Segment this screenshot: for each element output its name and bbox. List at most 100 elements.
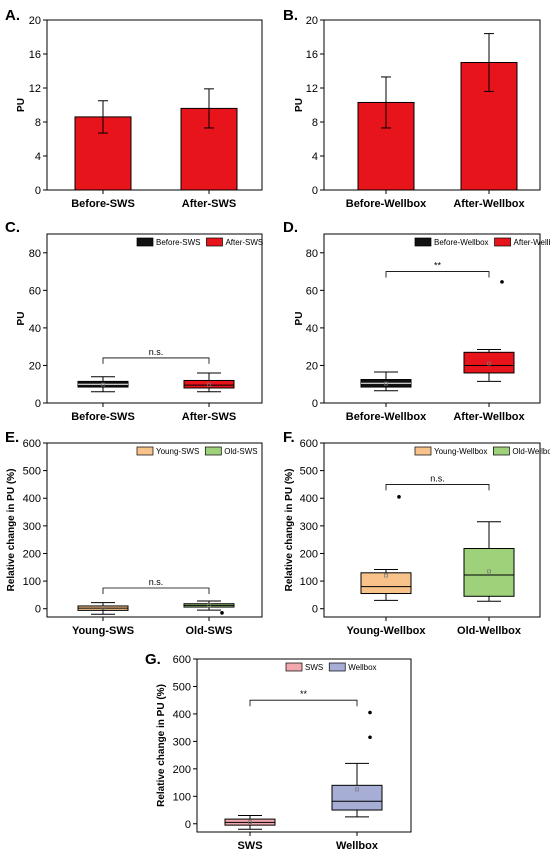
panel-e-legend-label: Young-SWS (156, 447, 199, 456)
panel-g-significance-bracket (249, 699, 358, 707)
panel-g-legend-label: SWS (305, 663, 323, 672)
panel-e-ytick-label: 500 (23, 466, 41, 478)
panel-c-legend-label: After-SWS (225, 238, 263, 247)
panel-f-ylabel: Relative change in PU (%) (284, 469, 295, 592)
panel-e-ytick-label: 300 (23, 521, 41, 533)
panel-c-significance-bracket (102, 357, 210, 364)
panel-b-xtick-label: Before-Wellbox (346, 198, 427, 210)
panel-c-mean (207, 383, 211, 387)
panel-g-ytick-label: 300 (173, 736, 191, 748)
panel-g-ytick-label: 500 (173, 681, 191, 693)
panel-d-xtick-label: Before-Wellbox (346, 411, 427, 423)
panel-c-ylabel: PU (16, 312, 27, 326)
panel-d-legend-label: After-Wellbox (514, 238, 550, 247)
panel-b-ytick-label: 12 (306, 83, 318, 95)
panel-d-box (463, 351, 515, 374)
panel-e-legend-swatch (136, 446, 154, 456)
panel-e-significance-bracket (102, 587, 210, 594)
panel-a-ytick-label: 20 (29, 15, 41, 27)
panel-f-legend-swatch (414, 446, 432, 456)
panel-b-ytick-label: 4 (312, 151, 318, 163)
panel-a-ytick-label: 4 (35, 151, 41, 163)
panel-g-ytick-label: 600 (173, 654, 191, 666)
panel-c-label: C. (5, 219, 20, 236)
panel-a-xtick-label: Before-SWS (71, 198, 135, 210)
panel-g-xtick-label: Wellbox (336, 840, 379, 852)
panel-c-mean (101, 382, 105, 387)
panel-b-ytick-label: 8 (312, 117, 318, 129)
panel-c-xtick-label: After-SWS (182, 411, 236, 423)
panel-e-ytick-label: 0 (35, 604, 41, 616)
panel-a-ylabel: PU (16, 98, 27, 112)
panel-e-significance-label: n.s. (149, 577, 164, 587)
panel-g-outlier (368, 735, 372, 740)
panel-d-frame (323, 233, 541, 404)
panel-g-ytick-label: 200 (173, 764, 191, 776)
panel-a-ytick-label: 16 (29, 49, 41, 61)
panel-a-xtick-label: After-SWS (182, 198, 236, 210)
panel-b-frame (323, 19, 541, 191)
panel-d-xtick-label: After-Wellbox (453, 411, 525, 423)
panel-e-ytick-label: 100 (23, 576, 41, 588)
panel-e-ytick-label: 200 (23, 548, 41, 560)
panel-f-ytick-label: 200 (300, 548, 318, 560)
panel-c-ytick-label: 40 (29, 323, 41, 335)
panel-g-legend-swatch (328, 662, 346, 672)
panel-c-legend-swatch (206, 237, 223, 247)
panel-e-mean (101, 606, 105, 610)
panel-d-ylabel: PU (294, 312, 305, 326)
panel-e-ylabel: Relative change in PU (%) (6, 469, 17, 592)
panel-f-ytick-label: 600 (300, 438, 318, 450)
panel-c-legend-label: Before-SWS (156, 238, 200, 247)
panel-d-legend-swatch (494, 237, 511, 247)
panel-g-mean (355, 787, 359, 792)
panel-e-label: E. (5, 429, 19, 446)
panel-f-ytick-label: 400 (300, 493, 318, 505)
panel-f-xtick-label: Old-Wellbox (457, 625, 522, 637)
panel-g-mean (248, 820, 252, 824)
panel-e-xtick-label: Old-SWS (185, 625, 232, 637)
panel-e-outlier (220, 611, 224, 615)
panel-d-outlier (500, 280, 504, 284)
panel-d-ytick-label: 0 (312, 398, 318, 410)
panel-b-ytick-label: 16 (306, 49, 318, 61)
panel-c-ytick-label: 0 (35, 398, 41, 410)
panel-a-ytick-label: 0 (35, 185, 41, 197)
panel-e-ytick-label: 400 (23, 493, 41, 505)
panel-f-label: F. (283, 429, 295, 446)
panel-d-legend-swatch (414, 237, 432, 247)
panel-b-xtick-label: After-Wellbox (453, 198, 525, 210)
panel-f-significance-bracket (385, 484, 490, 491)
panel-e-legend-swatch (204, 446, 222, 456)
panel-a-ytick-label: 12 (29, 83, 41, 95)
panel-d-mean (487, 361, 491, 366)
panel-f-ytick-label: 500 (300, 466, 318, 478)
panel-d-label: D. (283, 219, 298, 236)
panel-c-ytick-label: 60 (29, 285, 41, 297)
panel-g-ytick-label: 400 (173, 709, 191, 721)
panel-g-xtick-label: SWS (237, 840, 262, 852)
panel-g-legend-swatch (285, 662, 303, 672)
panel-f-mean (487, 569, 491, 574)
panel-d-significance-label: ** (434, 261, 442, 271)
panel-g-frame (196, 658, 412, 833)
panel-c-significance-label: n.s. (149, 347, 164, 357)
panel-f-ytick-label: 300 (300, 521, 318, 533)
panel-a-ytick-label: 8 (35, 117, 41, 129)
panel-f-ytick-label: 0 (312, 604, 318, 616)
panel-f-mean (384, 573, 388, 578)
panel-f-legend-swatch (493, 446, 510, 456)
panel-d-ytick-label: 80 (306, 248, 318, 260)
panel-f-xtick-label: Young-Wellbox (346, 625, 426, 637)
panel-g-ytick-label: 100 (173, 791, 191, 803)
panel-c-legend-swatch (136, 237, 154, 247)
panel-g-significance-label: ** (300, 689, 308, 699)
panel-b-ylabel: PU (294, 98, 305, 112)
panel-b-ytick-label: 0 (312, 185, 318, 197)
panel-g-legend-label: Wellbox (348, 663, 376, 672)
panel-g-box (331, 784, 383, 811)
panel-b-ytick-label: 20 (306, 15, 318, 27)
panel-d-ytick-label: 20 (306, 360, 318, 372)
panel-e-frame (46, 442, 263, 618)
panel-f-frame (323, 442, 541, 618)
